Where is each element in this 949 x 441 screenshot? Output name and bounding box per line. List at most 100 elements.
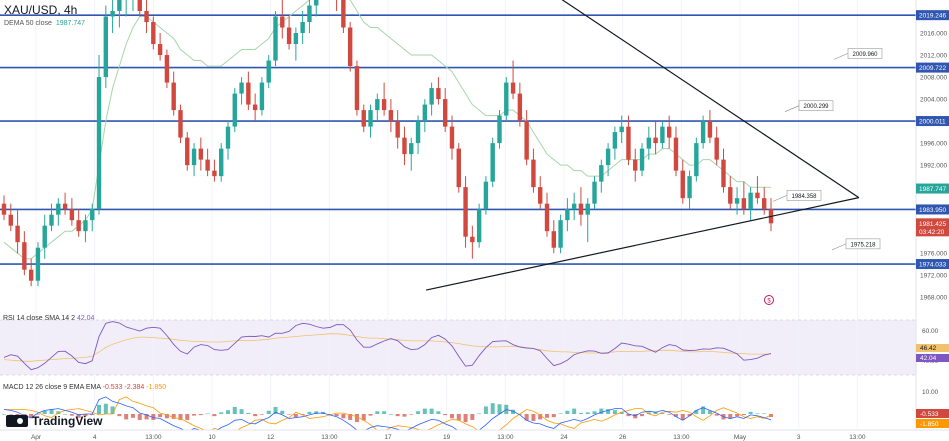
rsi-band [0, 320, 916, 375]
trend-line [561, 0, 860, 199]
candle-body [56, 203, 61, 215]
macd-histogram-bar [259, 414, 264, 415]
candle-body [178, 110, 183, 138]
candle-body [164, 55, 170, 83]
macd-histogram-bar [219, 412, 224, 414]
rsi-line [3, 321, 772, 371]
level-price-tag [916, 62, 949, 73]
candle-body [42, 225, 47, 248]
macd-histogram-bar [63, 414, 68, 415]
macd-histogram-bar [293, 414, 298, 418]
callout-box [845, 238, 881, 250]
candle-body [219, 148, 224, 177]
macd-line [3, 396, 772, 438]
time-axis[interactable]: Apr 4 13:00 10 12 13:00 17 19 13:00 24 26 13:00 May 3… [0, 429, 949, 441]
rsi-legend[interactable]: RSI 14 close SMA 14 2 42.04 [3, 315, 94, 322]
candle-body [212, 170, 217, 177]
macd-histogram-bar [402, 414, 407, 417]
candle-body [83, 220, 88, 232]
macd-histogram-bar [429, 408, 434, 414]
macd-histogram-bar [178, 414, 183, 420]
macd-histogram-bar [164, 414, 169, 419]
macd-histogram-bar [307, 411, 312, 414]
macd-histogram-bar [341, 414, 346, 419]
candle-body [286, 27, 292, 45]
dema-legend[interactable]: DEMA 50 close 1987.747 [4, 20, 85, 27]
macd-histogram-bar [558, 413, 563, 415]
macd-histogram-bar [375, 411, 380, 414]
candle-body [259, 82, 265, 111]
rsi-value: 42.04 [76, 315, 95, 322]
indicator-tick-label: 60.00 [922, 328, 939, 335]
macd-histogram-bar [49, 409, 54, 414]
rsi-pane [0, 319, 916, 376]
time-tick-label: May [734, 434, 747, 441]
callout-leader [772, 195, 788, 202]
candle-body [571, 203, 577, 210]
candle-body [721, 159, 726, 188]
macd-histogram-bar [205, 413, 210, 415]
macd-histogram-bar [232, 406, 237, 414]
price-callouts: 2009.960 2000.299 1984.358 1975.218 [772, 48, 883, 251]
candle-body [456, 148, 461, 188]
macd-histogram-bar [626, 414, 631, 417]
macd-histogram-bar [497, 404, 502, 414]
time-tick-label: 3 [797, 434, 801, 441]
macd-histogram-bar [483, 406, 488, 414]
candle-body [605, 148, 611, 166]
candle-body [415, 121, 421, 144]
candle-body [646, 137, 652, 149]
tradingview-logo[interactable]: TradingView [6, 414, 102, 428]
candle-body [293, 33, 299, 45]
symbol-title[interactable]: XAU/USD, 4h [4, 3, 78, 17]
callout-box [798, 100, 834, 111]
candle-body [347, 27, 353, 67]
candle-body [144, 11, 149, 23]
macd-signal-line [4, 396, 772, 438]
price-tick-label: 1976.000 [920, 251, 947, 258]
callout-leader [833, 53, 849, 60]
signal-tag [916, 419, 949, 428]
candle-body [497, 115, 502, 144]
candle-body [239, 82, 244, 94]
macd-histogram-bar [653, 411, 658, 414]
macd-histogram-bar [110, 406, 115, 414]
callout-label: 1975.218 [850, 242, 876, 248]
macd-histogram-bar [117, 414, 122, 417]
macd-legend[interactable]: MACD 12 26 close 9 EMA EMA -0.533 -2.384… [3, 384, 166, 391]
macd-histogram-bar [436, 411, 441, 414]
macd-histogram-bar [97, 404, 102, 414]
macd-histogram-bar [660, 412, 665, 414]
price-tick-label: 1968.000 [920, 295, 947, 302]
macd-histogram-bar [449, 414, 454, 419]
time-tick-label: 13:00 [321, 434, 338, 441]
callout-box [847, 48, 883, 59]
candle-body [680, 170, 685, 199]
macd-histogram-bar [239, 409, 244, 414]
macd-pane [2, 396, 773, 438]
macd-histogram-bar [640, 414, 645, 417]
triangle-trendlines[interactable] [425, 0, 860, 291]
candle-body [368, 110, 373, 127]
macd-histogram-bar [225, 410, 230, 414]
candle-body [449, 126, 455, 149]
candle-body [280, 16, 285, 28]
candle-body [531, 159, 536, 188]
candle-body [673, 137, 679, 171]
level-price-tag [916, 259, 949, 270]
macd-histogram-bar [538, 414, 543, 420]
price-tick-label: 2016.000 [920, 31, 947, 38]
callout-box [786, 190, 822, 201]
candle-body [171, 82, 176, 111]
alert-icon[interactable]: $ [764, 295, 774, 305]
callout-leader [784, 105, 800, 112]
macd-histogram-bar [409, 414, 414, 415]
candle-body [381, 99, 387, 111]
candle-body [504, 82, 509, 116]
candle-body [653, 137, 658, 144]
horizontal-levels[interactable] [0, 14, 916, 265]
macd-histogram-bar [334, 414, 339, 417]
candle-body [762, 198, 767, 210]
candle-body [300, 22, 305, 34]
